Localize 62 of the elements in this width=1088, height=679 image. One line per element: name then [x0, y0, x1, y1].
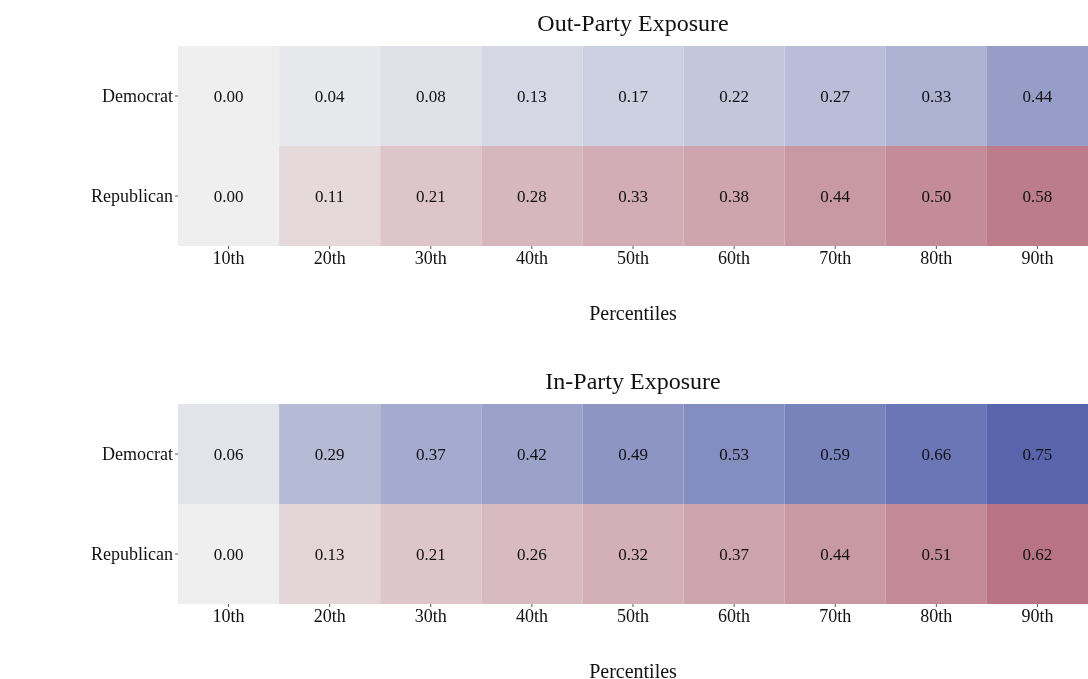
data-label: 0.28	[517, 186, 547, 206]
data-label: 0.22	[719, 86, 749, 106]
x-tick-label: 20th	[313, 247, 346, 268]
data-label: 0.13	[517, 86, 547, 106]
data-label: 0.53	[719, 444, 749, 464]
data-label: 0.21	[415, 186, 446, 206]
x-axis-title: Percentiles	[589, 660, 678, 679]
x-tick-label: 70th	[819, 247, 852, 268]
x-tick-label: 90th	[1021, 247, 1054, 268]
x-tick-label: 50th	[616, 247, 650, 268]
data-label: 0.59	[820, 444, 851, 464]
data-label: 0.00	[213, 544, 244, 564]
y-tick-label: Democrat	[102, 86, 173, 107]
data-label: 0.27	[820, 86, 851, 106]
data-label: 0.00	[213, 186, 244, 206]
x-tick-label: 40th	[515, 247, 548, 268]
x-tick-label: 50th	[616, 605, 650, 626]
data-label: 0.37	[415, 444, 447, 464]
x-tick-label: 80th	[920, 605, 953, 626]
x-tick-label: 90th	[1021, 605, 1054, 626]
data-label: 0.44	[1022, 86, 1053, 106]
x-tick-label: 10th	[212, 605, 245, 626]
x-axis-title: Percentiles	[589, 302, 678, 324]
data-label: 0.26	[517, 544, 547, 564]
data-label: 0.32	[618, 544, 648, 564]
data-label: 0.51	[921, 544, 952, 564]
data-label: 0.17	[618, 86, 649, 106]
x-tick-label: 70th	[819, 605, 852, 626]
y-tick-label: Democrat	[102, 444, 173, 465]
data-label: 0.49	[618, 444, 648, 464]
data-label: 0.21	[415, 544, 446, 564]
data-label: 0.75	[1022, 444, 1053, 464]
data-label: 0.06	[213, 444, 244, 464]
data-label: 0.66	[921, 444, 952, 464]
x-tick-label: 30th	[414, 605, 447, 626]
data-label: 0.44	[820, 544, 851, 564]
data-label: 0.44	[820, 186, 851, 206]
y-tick-label: Republican	[91, 544, 173, 565]
data-label: 0.58	[1022, 186, 1053, 206]
data-label: 0.13	[314, 544, 345, 564]
data-label: 0.04	[314, 86, 346, 106]
x-tick-label: 80th	[920, 247, 953, 268]
data-label: 0.33	[618, 186, 648, 206]
data-label: 0.37	[719, 544, 750, 564]
x-tick-label: 10th	[212, 247, 245, 268]
chart-title: In-Party Exposure	[544, 367, 722, 396]
x-tick-label: 20th	[313, 605, 346, 626]
x-tick-label: 60th	[718, 605, 751, 626]
x-tick-label: 40th	[515, 605, 548, 626]
data-label: 0.11	[315, 186, 345, 206]
data-label: 0.42	[517, 444, 547, 464]
data-label: 0.08	[415, 86, 446, 106]
x-tick-label: 30th	[414, 247, 447, 268]
data-label: 0.29	[314, 444, 345, 464]
data-label: 0.00	[213, 86, 244, 106]
x-tick-label: 60th	[718, 247, 751, 268]
chart-title: Out-Party Exposure	[536, 9, 730, 38]
data-label: 0.62	[1022, 544, 1053, 564]
y-tick-label: Republican	[91, 186, 173, 207]
data-label: 0.33	[921, 86, 952, 106]
data-label: 0.38	[719, 186, 749, 206]
data-label: 0.50	[921, 186, 952, 206]
